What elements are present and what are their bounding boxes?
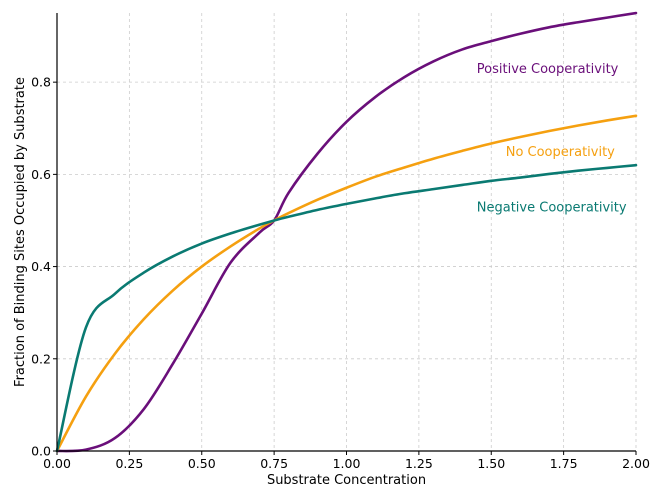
tick-labels: 0.00 0.25 0.50 0.75 1.00 1.25 1.50 1.75 2.00 0.0 0… xyxy=(31,75,650,471)
x-tick-label: 1.00 xyxy=(333,456,361,471)
x-tick-label: 0.75 xyxy=(260,456,288,471)
y-tick-label: 0.2 xyxy=(31,351,51,366)
x-tick-label: 1.50 xyxy=(477,456,505,471)
negative-cooperativity-label: Negative Cooperativity xyxy=(477,200,627,215)
y-tick-label: 0.8 xyxy=(31,75,51,90)
y-tick-label: 0.4 xyxy=(31,259,51,274)
y-tick-label: 0.0 xyxy=(31,444,51,459)
y-tick-label: 0.6 xyxy=(31,167,51,182)
x-tick-label: 1.25 xyxy=(405,456,433,471)
x-axis-title: Substrate Concentration xyxy=(267,473,426,488)
x-tick-label: 2.00 xyxy=(622,456,650,471)
no-cooperativity-line xyxy=(55,114,638,453)
curve-annotations: Positive Cooperativity No Cooperativity Ne… xyxy=(477,62,627,215)
x-tick-label: 1.75 xyxy=(550,456,578,471)
plot-series xyxy=(55,11,638,453)
no-cooperativity-label: No Cooperativity xyxy=(506,145,615,160)
x-tick-label: 0.00 xyxy=(43,456,71,471)
negative-cooperativity-line xyxy=(55,163,638,453)
gridlines xyxy=(57,13,637,451)
y-axis-title: Fraction of Binding Sites Occupied by Su… xyxy=(13,77,28,387)
x-tick-label: 0.50 xyxy=(188,456,216,471)
positive-cooperativity-line xyxy=(55,11,638,453)
x-tick-label: 0.25 xyxy=(115,456,143,471)
positive-cooperativity-label: Positive Cooperativity xyxy=(477,62,619,77)
